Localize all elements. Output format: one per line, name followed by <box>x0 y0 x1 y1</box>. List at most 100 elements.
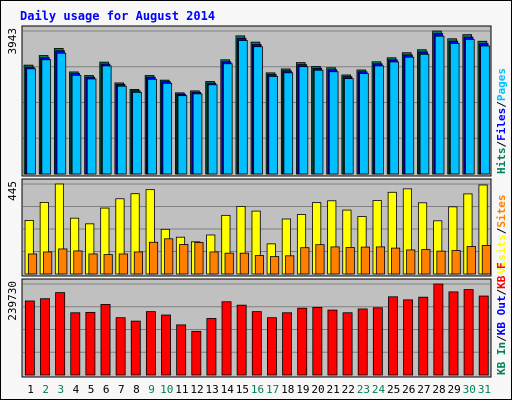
traffic-bar-pages <box>238 40 248 175</box>
visitors-bar-sites <box>360 246 370 275</box>
day-label: 28 <box>432 383 445 396</box>
kbytes-bar-kb-f <box>236 304 247 376</box>
traffic-legend-item: / <box>495 141 508 148</box>
kbytes-bar-kb-f <box>85 311 96 376</box>
day-label: 26 <box>402 383 415 396</box>
kbytes-bar-kb-f <box>448 291 459 376</box>
traffic-bar-pages <box>480 45 490 175</box>
day-label: 13 <box>205 383 218 396</box>
visitors-bar-sites <box>27 253 38 275</box>
traffic-legend-item: Hits <box>495 148 508 175</box>
kbytes-bar-kb-f <box>130 320 141 376</box>
day-label: 4 <box>73 383 80 396</box>
day-label: 3 <box>58 383 65 396</box>
day-label: 2 <box>42 383 49 396</box>
visitors-bar-sites <box>43 251 53 275</box>
kbytes-legend-item: KB In <box>495 342 508 375</box>
day-label: 7 <box>118 383 125 396</box>
visitors-bar-sites <box>254 255 265 275</box>
day-label: 27 <box>417 383 430 396</box>
visitors-bar-sites <box>391 247 401 275</box>
traffic-bar-pages <box>147 78 157 175</box>
traffic-bar-pages <box>434 35 445 175</box>
traffic-bar-pages <box>328 71 339 175</box>
visitors-bar-sites <box>118 253 128 275</box>
kbytes-bar-kb-f <box>403 299 414 376</box>
visitors-bar-sites <box>58 248 68 275</box>
day-label: 11 <box>175 383 188 396</box>
traffic-bar-pages <box>449 43 460 175</box>
chart-title: Daily usage for August 2014 <box>20 9 215 23</box>
kbytes-legend-item: KB Out <box>495 296 508 336</box>
traffic-legend: Hits/Files/Pages <box>495 68 508 174</box>
visitors-bar-sites <box>345 247 355 275</box>
day-label: 23 <box>357 383 370 396</box>
traffic-legend-item: / <box>495 101 508 108</box>
day-label: 20 <box>311 383 324 396</box>
kbytes-bar-kb-f <box>388 296 398 376</box>
kbytes-bar-kb-f <box>463 289 474 376</box>
day-label: 19 <box>296 383 309 396</box>
traffic-legend-item: Pages <box>495 68 508 101</box>
visitors-bar-sites <box>421 249 431 275</box>
day-label: 15 <box>236 383 249 396</box>
traffic-bar-pages <box>26 68 36 175</box>
traffic-bar-pages <box>283 72 294 175</box>
kbytes-ymax-label: 239730 <box>6 281 19 321</box>
kbytes-bar-kb-f <box>282 312 292 376</box>
kbytes-bar-kb-f <box>357 308 368 376</box>
traffic-bar-pages <box>207 84 218 175</box>
traffic-bar-pages <box>374 65 384 175</box>
day-label: 9 <box>148 383 155 396</box>
kbytes-bar-kb-f <box>342 312 353 376</box>
day-label: 8 <box>133 383 140 396</box>
visitors-bar-sites <box>375 246 386 275</box>
traffic-bar-pages <box>117 85 127 175</box>
day-label: 31 <box>478 383 491 396</box>
visitors-legend-item: Sites <box>495 195 508 228</box>
traffic-bar-pages <box>132 92 142 175</box>
kbytes-legend-item: / <box>495 335 508 342</box>
kbytes-bar-kb-f <box>70 312 81 376</box>
visitors-bar-sites <box>315 244 325 275</box>
visitors-bar-sites <box>451 250 461 275</box>
day-label: 24 <box>372 383 386 396</box>
visitors-bar-sites <box>224 252 234 275</box>
visitors-bar-sites <box>88 253 98 275</box>
kbytes-bar-kb-f <box>433 283 444 376</box>
traffic-bar-pages <box>86 78 97 175</box>
visitors-bar-sites <box>73 250 83 275</box>
day-label: 30 <box>463 383 476 396</box>
day-label: 17 <box>266 383 279 396</box>
day-label: 22 <box>342 383 355 396</box>
day-label: 16 <box>251 383 264 396</box>
kbytes-legend-item: KB F <box>495 262 508 289</box>
visitors-legend: Visits/Sites <box>495 195 508 275</box>
visitors-bar-sites <box>179 244 189 275</box>
visitors-ymax-label: 445 <box>6 181 19 201</box>
kbytes-bar-kb-f <box>418 296 429 376</box>
day-label: 21 <box>327 383 340 396</box>
traffic-bar-pages <box>389 61 399 175</box>
traffic-bar-pages <box>162 82 173 175</box>
kbytes-bar-kb-f <box>161 314 171 376</box>
visitors-bar-sites <box>406 249 416 275</box>
traffic-bar-pages <box>359 73 369 175</box>
traffic-legend-item: Files <box>495 108 508 141</box>
kbytes-bar-kb-f <box>372 307 383 376</box>
visitors-bar-sites <box>270 256 280 275</box>
visitors-legend-item: / <box>495 227 508 234</box>
day-label: 14 <box>221 383 235 396</box>
traffic-bar-pages <box>298 66 309 175</box>
visitors-bar-sites <box>300 247 310 275</box>
kbytes-legend-item: / <box>495 289 508 296</box>
day-label: 12 <box>190 383 203 396</box>
kbytes-bar-kb-f <box>40 298 50 376</box>
day-label: 10 <box>160 383 173 396</box>
kbytes-bar-kb-f <box>478 295 489 376</box>
